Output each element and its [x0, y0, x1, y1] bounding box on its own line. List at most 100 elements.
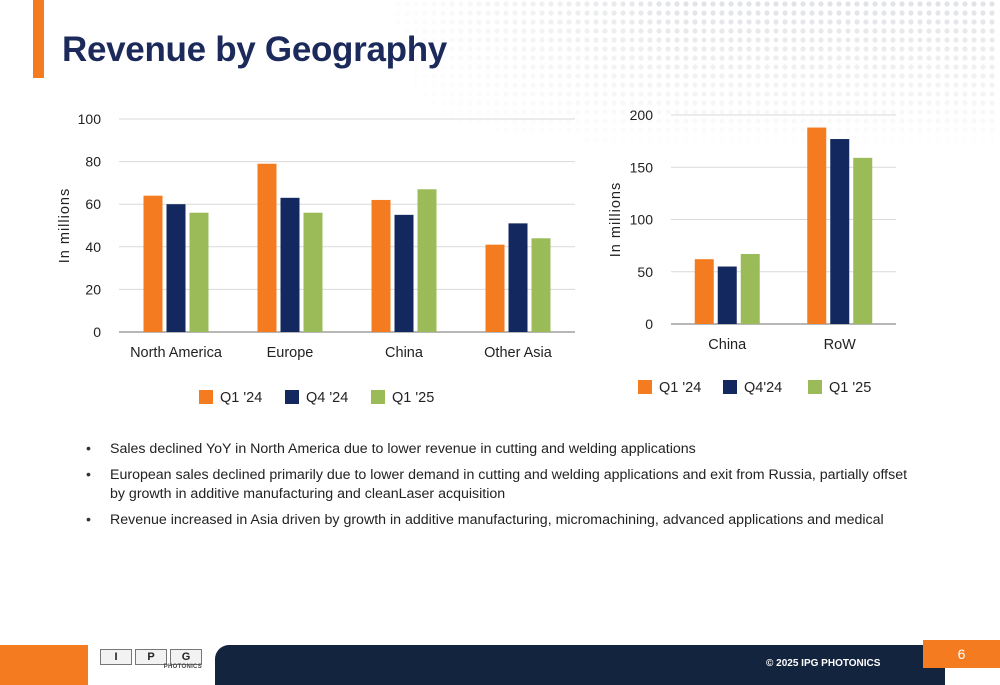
pattern-dot	[575, 73, 581, 79]
pattern-dot	[971, 64, 977, 70]
pattern-dot	[908, 127, 914, 133]
pattern-dot	[800, 55, 806, 61]
pattern-dot	[854, 37, 860, 43]
pattern-dot	[962, 64, 968, 70]
pattern-dot	[701, 28, 707, 34]
pattern-dot	[665, 136, 671, 142]
pattern-dot	[548, 10, 554, 16]
pattern-dot	[503, 55, 509, 61]
pattern-dot	[656, 55, 662, 61]
pattern-dot	[971, 118, 977, 124]
pattern-dot	[800, 127, 806, 133]
pattern-dot	[674, 136, 680, 142]
pattern-dot	[584, 127, 590, 133]
pattern-dot	[512, 82, 518, 88]
pattern-dot	[539, 10, 545, 16]
pattern-dot	[602, 73, 608, 79]
pattern-dot	[719, 37, 725, 43]
pattern-dot	[395, 19, 400, 24]
pattern-dot	[881, 127, 887, 133]
pattern-dot	[881, 82, 887, 88]
pattern-dot	[530, 109, 536, 115]
pattern-dot	[836, 73, 842, 79]
pattern-dot	[773, 127, 779, 133]
pattern-dot	[890, 37, 896, 43]
pattern-dot	[494, 55, 500, 61]
pattern-dot	[521, 55, 527, 61]
pattern-dot	[557, 19, 563, 25]
pattern-dot	[512, 55, 518, 61]
pattern-dot	[467, 91, 473, 97]
pattern-dot	[917, 73, 923, 79]
pattern-dot	[530, 37, 536, 43]
pattern-dot	[476, 118, 482, 124]
pattern-dot	[413, 37, 419, 43]
pattern-dot	[728, 109, 734, 115]
pattern-dot	[656, 19, 662, 25]
legend-label: Q1 '24	[220, 390, 262, 406]
pattern-dot	[926, 55, 932, 61]
pattern-dot	[971, 127, 977, 133]
pattern-dot	[539, 19, 545, 25]
pattern-dot	[728, 46, 734, 52]
pattern-dot	[872, 46, 878, 52]
pattern-dot	[530, 118, 536, 124]
pattern-dot	[764, 136, 770, 142]
pattern-dot	[890, 19, 896, 25]
pattern-dot	[503, 46, 509, 52]
x-category-label: China	[385, 345, 424, 361]
pattern-dot	[827, 19, 833, 25]
pattern-dot	[611, 10, 617, 16]
pattern-dot	[422, 64, 428, 70]
pattern-dot	[755, 10, 761, 16]
pattern-dot	[674, 82, 680, 88]
pattern-dot	[512, 91, 518, 97]
pattern-dot	[413, 19, 419, 25]
pattern-dot	[845, 19, 851, 25]
pattern-dot	[890, 64, 896, 70]
pattern-dot	[476, 46, 482, 52]
pattern-dot	[728, 19, 734, 25]
pattern-dot	[566, 100, 572, 106]
bar	[417, 189, 437, 332]
pattern-dot	[638, 28, 644, 34]
pattern-dot	[854, 136, 860, 142]
pattern-dot	[746, 19, 752, 25]
pattern-dot	[800, 100, 806, 106]
pattern-dot	[674, 109, 680, 115]
pattern-dot	[971, 46, 977, 52]
pattern-dot	[746, 55, 752, 61]
pattern-dot	[692, 118, 698, 124]
pattern-dot	[836, 37, 842, 43]
pattern-dot	[539, 73, 545, 79]
pattern-dot	[629, 46, 635, 52]
pattern-dot	[548, 91, 554, 97]
pattern-dot	[692, 19, 698, 25]
pattern-dot	[629, 55, 635, 61]
pattern-dot	[413, 73, 418, 78]
pattern-dot	[638, 100, 644, 106]
pattern-dot	[719, 55, 725, 61]
pattern-dot	[422, 82, 428, 88]
pattern-dot	[710, 10, 716, 16]
pattern-dot	[863, 28, 869, 34]
pattern-dot	[935, 46, 941, 52]
pattern-dot	[872, 73, 878, 79]
pattern-dot	[773, 19, 779, 25]
pattern-dot	[620, 82, 626, 88]
pattern-dot	[908, 136, 914, 142]
pattern-dot	[404, 1, 410, 7]
pattern-dot	[512, 1, 518, 7]
pattern-dot	[584, 19, 590, 25]
pattern-dot	[575, 64, 581, 70]
pattern-dot	[953, 10, 959, 16]
pattern-dot	[602, 91, 608, 97]
pattern-dot	[422, 28, 428, 34]
pattern-dot	[890, 28, 896, 34]
pattern-dot	[467, 37, 473, 43]
pattern-dot	[638, 10, 644, 16]
pattern-dot	[809, 91, 815, 97]
pattern-dot	[611, 46, 617, 52]
pattern-dot	[782, 10, 788, 16]
pattern-dot	[395, 1, 400, 6]
